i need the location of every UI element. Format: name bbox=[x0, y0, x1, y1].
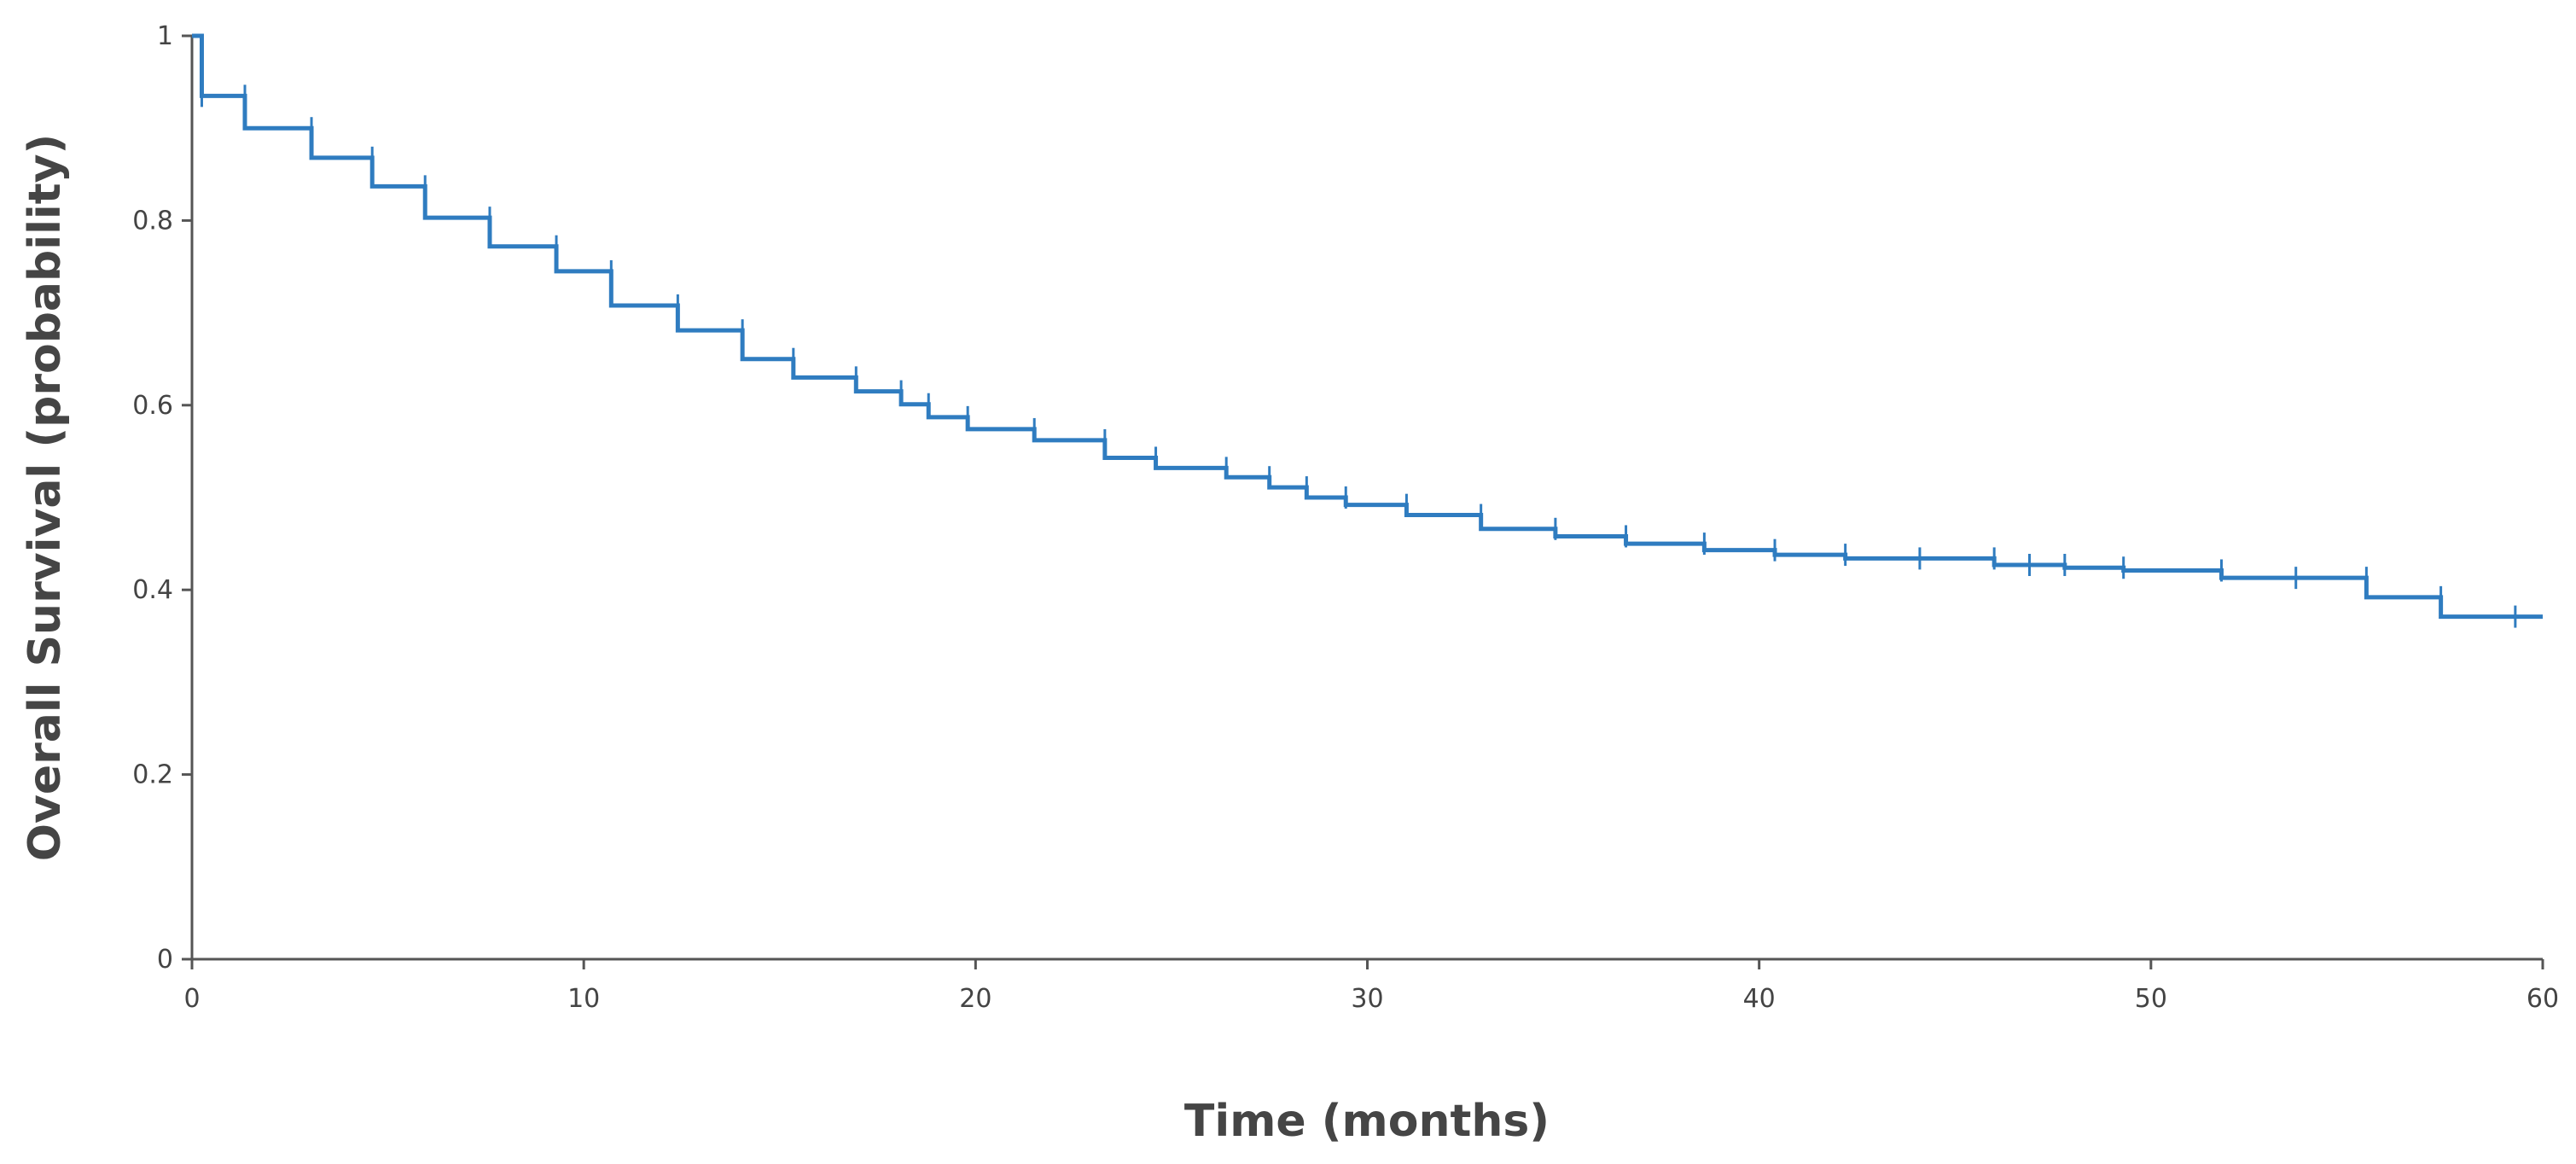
y-tick-label: 0.2 bbox=[132, 760, 173, 790]
x-axis-title: Time (months) bbox=[1184, 1096, 1550, 1147]
y-axis-title: Overall Survival (probability) bbox=[20, 134, 71, 862]
x-tick-label: 30 bbox=[1351, 984, 1383, 1014]
y-tick-label: 0.8 bbox=[132, 206, 173, 236]
y-ticks: 0 0.2 0.4 0.6 0.8 1 bbox=[132, 21, 192, 975]
x-ticks: 0 10 20 30 40 50 60 bbox=[183, 959, 2559, 1014]
x-tick-label: 60 bbox=[2527, 984, 2559, 1014]
x-tick-label: 20 bbox=[959, 984, 991, 1014]
y-tick-label: 0 bbox=[157, 945, 173, 975]
y-tick-label: 0.4 bbox=[132, 575, 173, 605]
survival-curve bbox=[192, 33, 2543, 620]
x-tick-label: 0 bbox=[183, 984, 200, 1014]
x-tick-label: 50 bbox=[2135, 984, 2167, 1014]
x-tick-label: 10 bbox=[567, 984, 600, 1014]
series-layer bbox=[192, 33, 2543, 628]
x-tick-label: 40 bbox=[1743, 984, 1776, 1014]
y-tick-label: 0.6 bbox=[132, 391, 173, 421]
y-tick-label: 1 bbox=[157, 21, 173, 51]
